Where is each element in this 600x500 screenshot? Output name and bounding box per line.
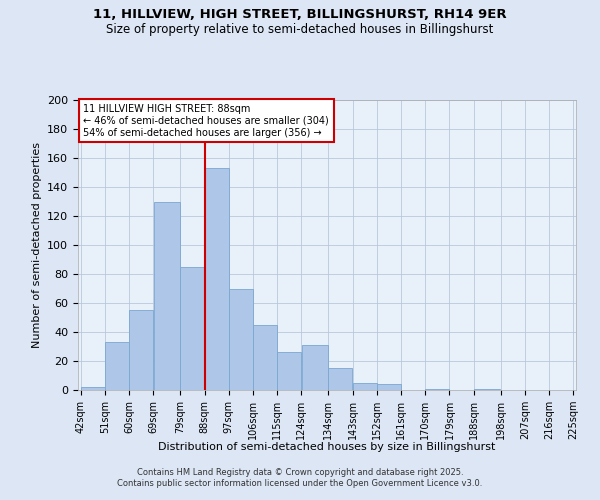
Y-axis label: Number of semi-detached properties: Number of semi-detached properties bbox=[32, 142, 41, 348]
Bar bbox=[81, 387, 105, 390]
Text: 11, HILLVIEW, HIGH STREET, BILLINGSHURST, RH14 9ER: 11, HILLVIEW, HIGH STREET, BILLINGSHURST… bbox=[93, 8, 507, 20]
Bar bbox=[277, 352, 301, 390]
Bar bbox=[253, 325, 277, 390]
Bar bbox=[154, 202, 180, 390]
Bar bbox=[353, 383, 377, 390]
Bar bbox=[205, 168, 229, 390]
Bar bbox=[328, 368, 352, 390]
Bar bbox=[425, 388, 449, 390]
Bar bbox=[181, 267, 205, 390]
Bar bbox=[377, 384, 401, 390]
Text: 11 HILLVIEW HIGH STREET: 88sqm
← 46% of semi-detached houses are smaller (304)
5: 11 HILLVIEW HIGH STREET: 88sqm ← 46% of … bbox=[83, 104, 329, 138]
Text: Size of property relative to semi-detached houses in Billingshurst: Size of property relative to semi-detach… bbox=[106, 22, 494, 36]
Text: Distribution of semi-detached houses by size in Billingshurst: Distribution of semi-detached houses by … bbox=[158, 442, 496, 452]
Bar bbox=[302, 345, 328, 390]
Bar bbox=[229, 288, 253, 390]
Bar bbox=[474, 388, 500, 390]
Bar bbox=[105, 342, 129, 390]
Text: Contains HM Land Registry data © Crown copyright and database right 2025.
Contai: Contains HM Land Registry data © Crown c… bbox=[118, 468, 482, 487]
Bar bbox=[129, 310, 153, 390]
